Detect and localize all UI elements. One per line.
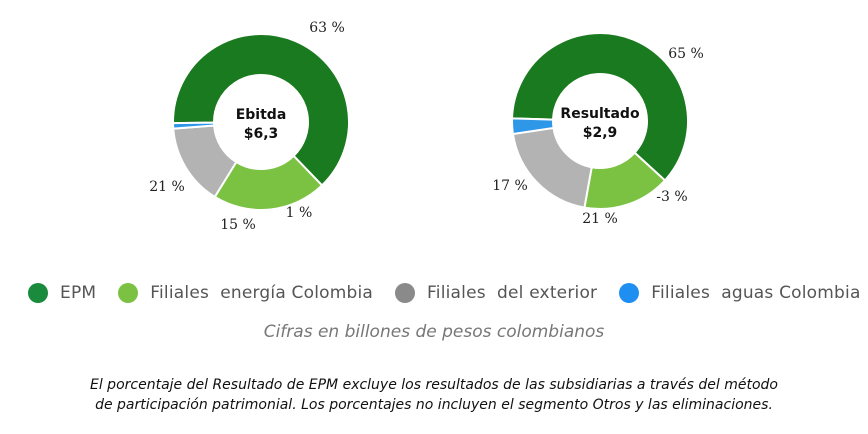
legend-swatch-filiales-exterior [395, 283, 416, 303]
center-title: Ebitda [236, 107, 287, 123]
footnote: El porcentaje del Resultado de EPM exclu… [0, 375, 868, 415]
legend-label-filiales-energia: Filiales energía Colombia [150, 283, 374, 303]
slice-label-filiales-energia-colombia: 17 % [492, 178, 528, 194]
slice-label-epm: 63 % [309, 20, 345, 36]
legend-label-filiales-aguas: Filiales aguas Colombia [651, 283, 861, 303]
legend-item-filiales-aguas: Filiales aguas Colombia [619, 283, 860, 303]
slice-label-filiales-energia-colombia: 21 % [149, 179, 185, 195]
legend: EPM Filiales energía Colombia Filiales d… [28, 283, 860, 303]
legend-swatch-epm [28, 283, 48, 303]
slice-label-epm: 65 % [668, 46, 704, 62]
center-title: Resultado [560, 106, 640, 122]
donut-chart-ebitda: 63 % 21 % 15 % 1 % Ebitda $6,3 [149, 20, 350, 233]
donut-charts: 63 % 21 % 15 % 1 % Ebitda $6,3 65 % 17 % 21 % -3 … [149, 20, 704, 233]
center-value: $6,3 [244, 126, 279, 142]
slice-epm [172, 33, 350, 187]
slice-label-filiales-aguas-colombia: 1 % [286, 205, 313, 221]
legend-item-filiales-energia: Filiales energía Colombia [118, 283, 373, 303]
slice-filiales-aguas-colombia [511, 117, 555, 136]
legend-swatch-filiales-aguas [619, 283, 640, 303]
legend-item-filiales-exterior: Filiales del exterior [395, 283, 597, 303]
footnote-line-2: de participación patrimonial. Los porcen… [95, 397, 773, 413]
slice-filiales-del-exterior [511, 126, 593, 209]
slice-label-filiales-del-exterior: 21 % [582, 211, 618, 227]
legend-label-epm: EPM [60, 283, 97, 303]
legend-item-epm: EPM [28, 283, 96, 303]
center-value: $2,9 [583, 125, 618, 141]
legend-label-filiales-exterior: Filiales del exterior [427, 283, 598, 303]
legend-swatch-filiales-energia [118, 283, 139, 303]
slice-label-filiales-aguas-colombia: -3 % [656, 189, 687, 205]
units-note: Cifras en billones de pesos colombianos [263, 322, 605, 342]
donut-chart-resultado: 65 % 17 % 21 % -3 % Resultado $2,9 [492, 32, 704, 227]
footnote-line-1: El porcentaje del Resultado de EPM exclu… [90, 377, 778, 393]
slice-label-filiales-del-exterior: 15 % [220, 217, 256, 233]
slice-epm [511, 32, 689, 182]
slice-filiales-aguas-colombia [171, 121, 216, 130]
